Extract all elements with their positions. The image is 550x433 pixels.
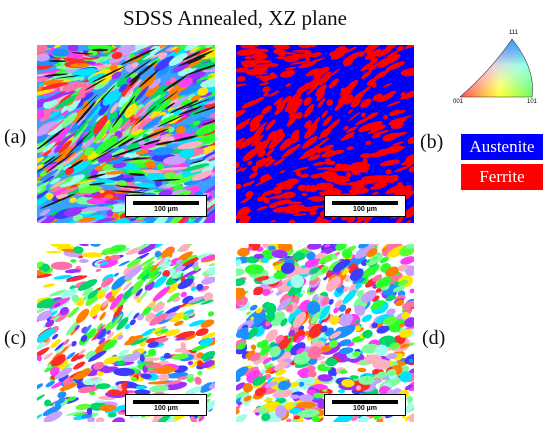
panel-label-d: (d) xyxy=(422,327,446,349)
scale-bar-b-label: 100 µm xyxy=(353,206,377,213)
panel-label-b: (b) xyxy=(420,131,444,153)
legend-austenite: Austenite xyxy=(461,134,543,160)
ipf-map-c-image xyxy=(37,244,215,422)
scale-bar-c-label: 100 µm xyxy=(154,405,178,412)
figure-title: SDSS Annealed, XZ plane xyxy=(123,6,347,30)
panel-d-ipf-map: 100 µm xyxy=(236,244,414,422)
ipf-key-label-001: 001 xyxy=(453,99,464,105)
legend-austenite-label: Austenite xyxy=(469,137,535,156)
panel-c-ipf-map: 100 µm xyxy=(37,244,215,422)
legend-ferrite-label: Ferrite xyxy=(479,167,525,186)
panel-label-c: (c) xyxy=(4,327,27,349)
scale-bar-d: 100 µm xyxy=(324,394,406,416)
scale-bar-d-label: 100 µm xyxy=(353,405,377,412)
phase-map-b-image xyxy=(236,45,414,223)
scale-bar-c: 100 µm xyxy=(125,394,207,416)
legend-ferrite: Ferrite xyxy=(461,164,543,190)
scale-bar-b: 100 µm xyxy=(324,195,406,217)
panel-a-ipf-map: 100 µm xyxy=(37,45,215,223)
scale-bar-a-label: 100 µm xyxy=(154,206,178,213)
scale-bar-a: 100 µm xyxy=(125,195,207,217)
ipf-key-label-101: 101 xyxy=(527,99,538,105)
panel-b-phase-map: 100 µm xyxy=(236,45,414,223)
ipf-color-key: 111 001 101 xyxy=(452,29,547,109)
ipf-key-label-111: 111 xyxy=(509,30,519,36)
ipf-triangle-icon xyxy=(459,38,533,98)
ipf-map-a-image xyxy=(37,45,215,223)
panel-label-a: (a) xyxy=(4,126,27,148)
